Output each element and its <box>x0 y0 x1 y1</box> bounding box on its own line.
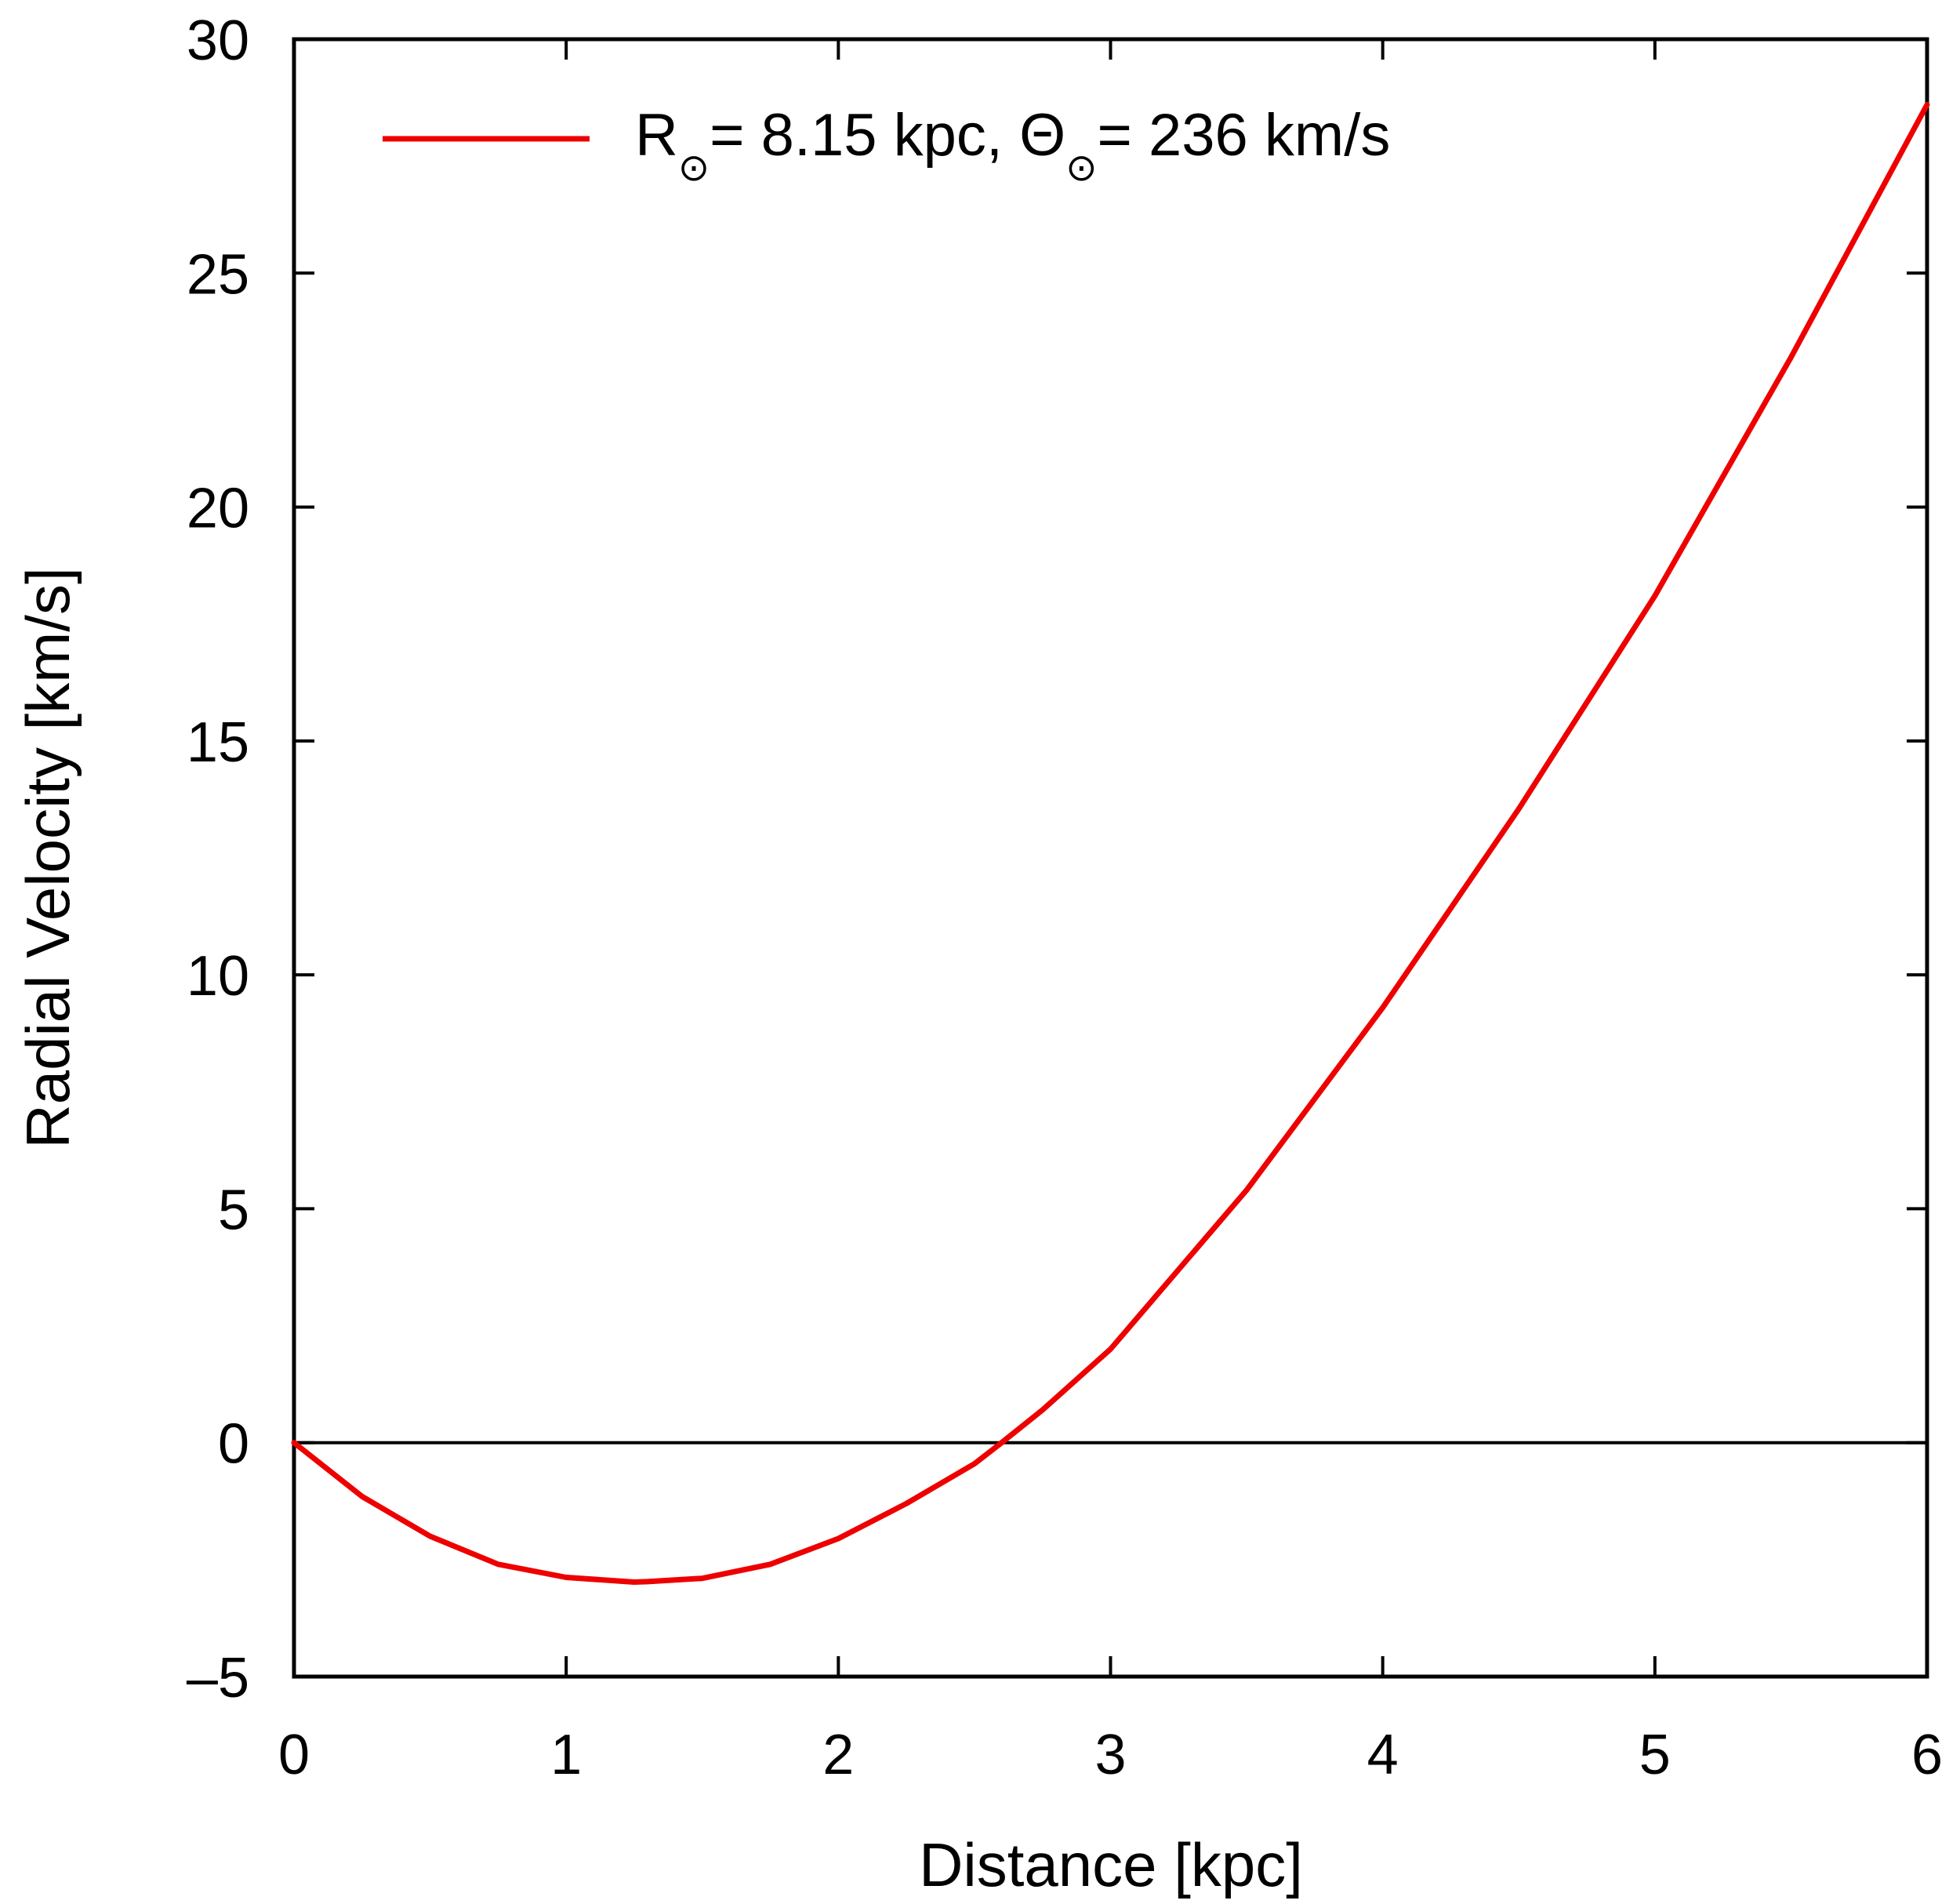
x-axis-ticks: 0 1 2 3 4 5 6 <box>278 39 1943 1786</box>
series-line <box>291 102 1930 1585</box>
y-tick-label: 20 <box>187 478 249 540</box>
y-tick-label: 25 <box>187 243 249 306</box>
legend-r-symbol: R <box>635 102 678 169</box>
x-tick-label: 2 <box>822 1724 854 1786</box>
x-tick-label: 5 <box>1639 1724 1671 1786</box>
y-tick-label: –5 <box>187 1647 249 1710</box>
y-axis-title: Radial Velocity [km/s] <box>13 567 82 1148</box>
legend-theta-value: = 236 km/s <box>1097 102 1390 169</box>
legend-theta-symbol: Θ <box>1019 102 1065 169</box>
x-tick-label: 3 <box>1094 1724 1126 1786</box>
legend-label: R⊙= 8.15 kpc, Θ⊙= 236 km/s <box>635 102 1390 189</box>
y-tick-label: 30 <box>187 9 249 72</box>
x-tick-label: 1 <box>550 1724 582 1786</box>
y-tick-label: 10 <box>187 945 249 1008</box>
plot-frame <box>292 37 1929 1679</box>
legend: R⊙= 8.15 kpc, Θ⊙= 236 km/s <box>383 102 1390 189</box>
x-tick-label: 4 <box>1367 1724 1399 1786</box>
y-tick-label: 15 <box>187 711 249 774</box>
y-axis-ticks: –5 0 5 10 15 20 25 30 <box>187 9 1927 1710</box>
y-tick-label: 0 <box>218 1413 249 1476</box>
x-tick-label: 6 <box>1911 1724 1943 1786</box>
legend-r-subscript: ⊙ <box>678 147 710 189</box>
x-tick-label: 0 <box>278 1724 310 1786</box>
y-tick-label: 5 <box>218 1179 249 1241</box>
legend-theta-subscript: ⊙ <box>1065 147 1097 189</box>
x-axis-title: Distance [kpc] <box>919 1830 1303 1899</box>
legend-r-value: = 8.15 kpc, <box>710 102 1019 169</box>
